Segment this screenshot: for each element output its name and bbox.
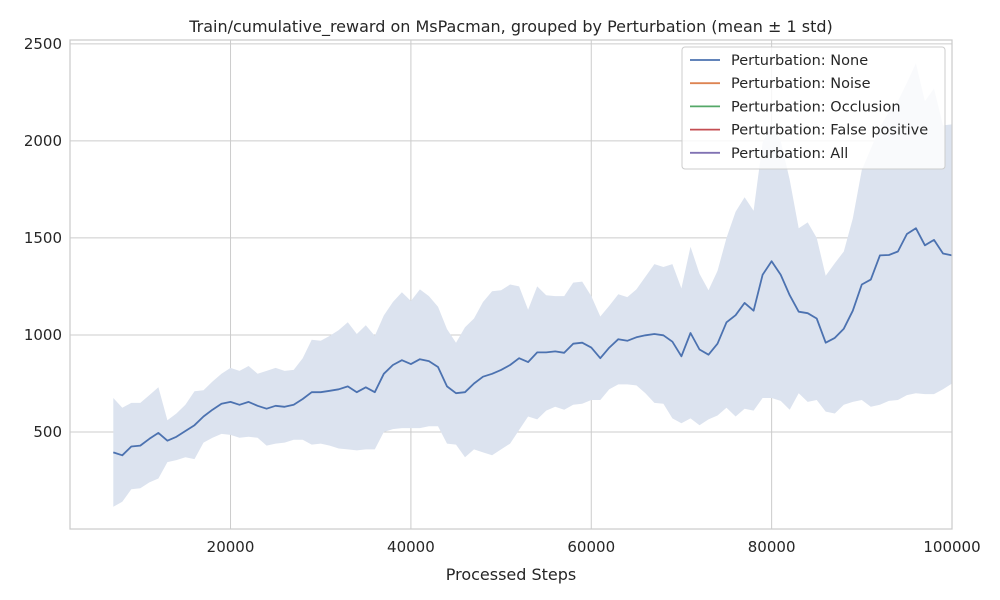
y-tick-label: 2500 [24,35,62,53]
y-tick-label: 1500 [24,229,62,247]
x-tick-label: 100000 [923,538,980,556]
legend-entry: Perturbation: Occlusion [731,99,901,115]
y-tick-label: 500 [33,423,62,441]
legend-entry: Perturbation: All [731,146,848,162]
y-tick-label: 1000 [24,326,62,344]
y-tick-label: 2000 [24,132,62,150]
legend: Perturbation: None Perturbation: Noise Per… [682,47,945,169]
x-tick-label: 40000 [387,538,435,556]
x-axis-label: Processed Steps [446,565,577,584]
x-tick-label: 20000 [207,538,255,556]
legend-entry: Perturbation: Noise [731,76,871,92]
x-tick-labels: 20000 40000 60000 80000 100000 [207,538,981,556]
x-tick-label: 80000 [748,538,796,556]
chart-title: Train/cumulative_reward on MsPacman, gro… [188,17,833,37]
legend-entry: Perturbation: None [731,53,868,69]
y-tick-labels: 500 1000 1500 2000 2500 [24,35,62,441]
x-tick-label: 60000 [567,538,615,556]
legend-entry: Perturbation: False positive [731,123,928,139]
